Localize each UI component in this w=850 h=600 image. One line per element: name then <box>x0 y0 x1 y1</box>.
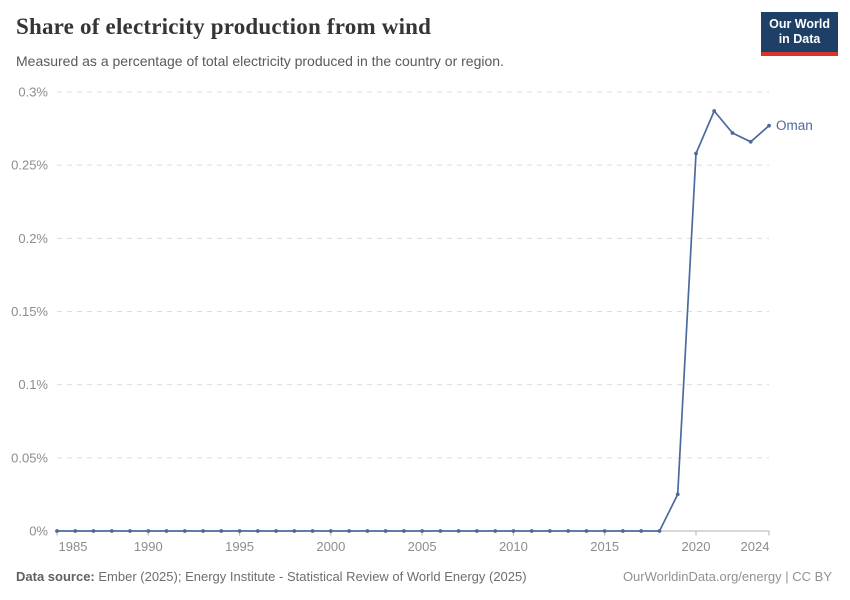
x-axis-tick-label: 2010 <box>499 539 528 554</box>
x-axis-tick-label: 2000 <box>316 539 345 554</box>
data-point[interactable] <box>347 529 351 533</box>
data-point[interactable] <box>493 529 498 533</box>
x-axis-tick-label: 2005 <box>408 539 437 554</box>
data-point[interactable] <box>748 139 753 144</box>
data-point[interactable] <box>675 492 680 497</box>
data-point[interactable] <box>456 529 461 533</box>
data-point[interactable] <box>712 109 717 113</box>
data-point[interactable] <box>438 529 443 533</box>
y-axis-tick-label: 0.2% <box>18 231 48 246</box>
data-point[interactable] <box>128 529 132 533</box>
data-point[interactable] <box>91 529 96 533</box>
data-source-label: Data source: <box>16 569 95 584</box>
owid-logo-line2: in Data <box>778 32 821 47</box>
x-axis-tick-label: 2015 <box>590 539 619 554</box>
data-source-text: Ember (2025); Energy Institute - Statist… <box>94 569 527 584</box>
data-point[interactable] <box>657 529 662 533</box>
data-point[interactable] <box>621 529 625 533</box>
data-point[interactable] <box>767 123 771 128</box>
data-point[interactable] <box>383 529 388 533</box>
data-point[interactable] <box>164 529 169 533</box>
data-point[interactable] <box>310 529 315 533</box>
owid-logo[interactable]: Our World in Data <box>761 12 838 56</box>
data-point[interactable] <box>201 529 206 533</box>
data-point[interactable] <box>328 529 333 533</box>
x-axis-tick-label: 1995 <box>225 539 254 554</box>
entity-label[interactable]: Oman <box>776 118 813 133</box>
data-point[interactable] <box>109 529 114 533</box>
data-point[interactable] <box>274 529 278 533</box>
x-axis-tick-label: 2024 <box>741 539 770 554</box>
x-axis-tick-label: 1985 <box>59 539 88 554</box>
data-point[interactable] <box>475 529 479 533</box>
data-point[interactable] <box>255 529 260 533</box>
data-point[interactable] <box>55 529 59 533</box>
data-point[interactable] <box>365 529 370 533</box>
data-point[interactable] <box>292 529 297 533</box>
data-point[interactable] <box>694 151 698 156</box>
data-point[interactable] <box>219 529 224 533</box>
data-point[interactable] <box>420 529 424 533</box>
data-point[interactable] <box>73 529 78 533</box>
data-point[interactable] <box>182 529 187 533</box>
y-axis-tick-label: 0.25% <box>11 158 48 173</box>
data-point[interactable] <box>548 529 552 533</box>
data-line[interactable] <box>56 110 770 532</box>
chart-title: Share of electricity production from win… <box>16 14 432 39</box>
license-note[interactable]: OurWorldinData.org/energy | CC BY <box>622 569 832 584</box>
owid-logo-line1: Our World <box>769 17 830 31</box>
data-point[interactable] <box>584 529 589 533</box>
y-axis-tick-label: 0.15% <box>11 304 48 319</box>
x-axis-tick-label: 1990 <box>134 539 163 554</box>
data-point[interactable] <box>402 529 406 533</box>
data-point[interactable] <box>730 131 735 135</box>
y-axis-tick-label: 0.1% <box>18 377 48 392</box>
y-axis-tick-label: 0.05% <box>11 450 48 465</box>
x-axis-tick-label: 2020 <box>682 539 711 554</box>
data-source-note: Data source: Ember (2025); Energy Instit… <box>16 569 527 584</box>
data-point[interactable] <box>511 529 516 533</box>
chart-subtitle: Measured as a percentage of total electr… <box>16 53 504 69</box>
data-point[interactable] <box>146 529 151 533</box>
chart-footer: Data source: Ember (2025); Energy Instit… <box>16 569 832 584</box>
data-point[interactable] <box>566 529 571 533</box>
y-axis-tick-label: 0% <box>29 524 48 539</box>
data-point[interactable] <box>529 529 534 533</box>
data-point[interactable] <box>602 529 607 533</box>
y-axis-tick-label: 0.3% <box>18 85 48 100</box>
data-point[interactable] <box>639 529 644 533</box>
data-point[interactable] <box>237 529 242 533</box>
